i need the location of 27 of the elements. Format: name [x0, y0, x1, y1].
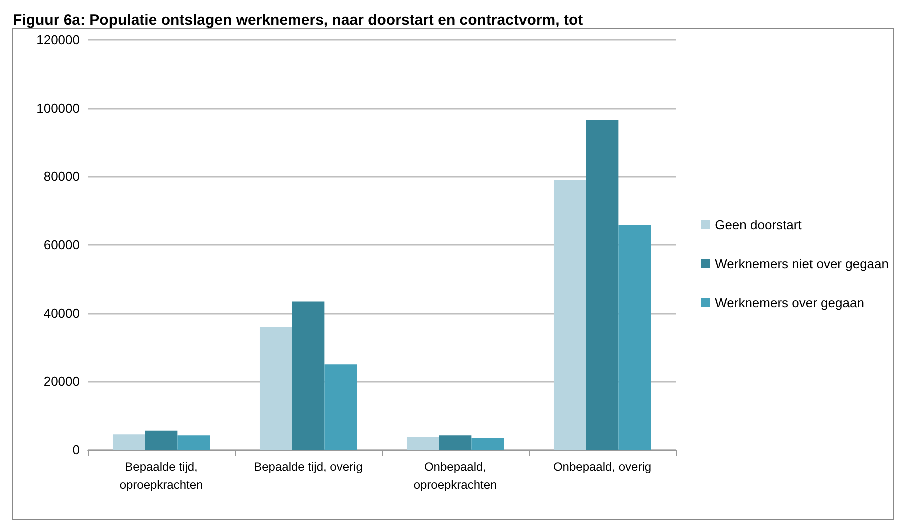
x-tick-label: Bepaalde tijd, overig	[254, 460, 363, 474]
bar	[324, 364, 358, 450]
x-tick-label: Onbepaald, overig	[553, 460, 652, 474]
bar	[260, 327, 292, 450]
bar	[586, 120, 619, 450]
chart-title: Figuur 6a: Populatie ontslagen werknemers, naar doorstart en contractvorm, tot	[13, 12, 584, 29]
y-tick-label: 60000	[44, 238, 80, 252]
bar	[112, 434, 146, 450]
y-tick-label: 80000	[44, 169, 80, 184]
bar	[618, 225, 652, 450]
legend-label: Werknemers niet over gegaan	[715, 256, 890, 272]
y-tick-label: 100000	[36, 100, 80, 116]
bar	[292, 302, 325, 450]
legend-label: Werknemers over gegaan	[715, 296, 864, 310]
legend-label: Geen doorstart	[715, 218, 802, 232]
y-tick-label: 120000	[36, 32, 80, 48]
bar	[406, 437, 440, 450]
bar	[145, 430, 178, 450]
y-tick-label: 40000	[44, 306, 80, 321]
y-tick-label: 0	[72, 442, 80, 458]
bar	[178, 436, 210, 450]
x-tick-label: Onbepaald, oproepkrachten	[414, 460, 498, 492]
y-tick-label: 20000	[44, 374, 80, 390]
bar	[439, 436, 472, 450]
bar	[472, 438, 504, 450]
bar	[554, 180, 586, 450]
x-tick-label: Bepaalde tijd, oproepkrachten	[120, 460, 204, 492]
